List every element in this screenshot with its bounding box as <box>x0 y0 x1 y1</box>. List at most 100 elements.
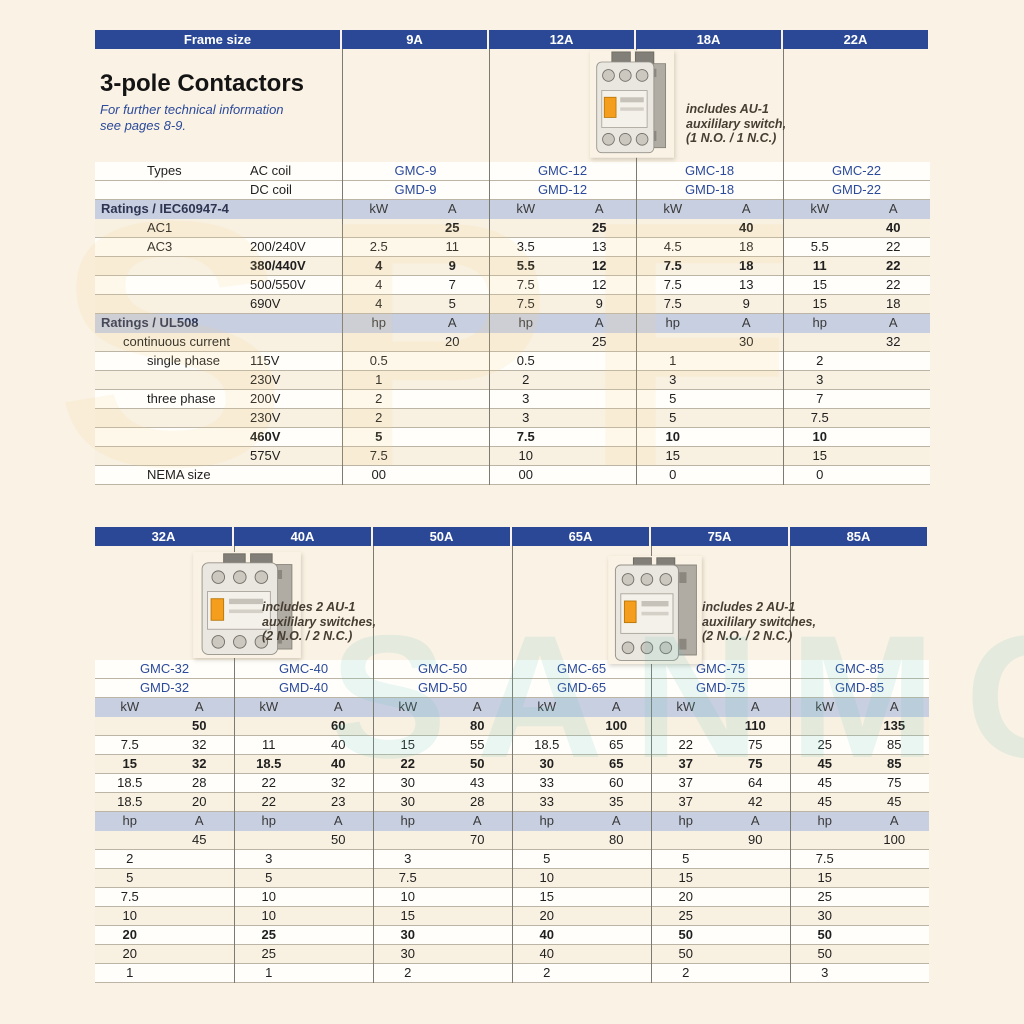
row-label <box>95 181 232 199</box>
cell-value: 1 <box>375 372 383 387</box>
cell-value: 18.5 <box>256 756 282 771</box>
unit-label: hp <box>678 813 693 828</box>
cell-value <box>790 717 860 735</box>
cell-value: 5 <box>669 391 677 406</box>
cell-value <box>416 352 490 370</box>
model-name: GMD-40 <box>278 680 329 695</box>
model-name: GMD-32 <box>139 680 190 695</box>
cell-value <box>165 888 235 906</box>
cell-value: 45 <box>817 756 832 771</box>
unit-label: A <box>888 315 898 330</box>
cell-value: 5 <box>126 870 134 885</box>
model-name: GMD-50 <box>417 680 468 695</box>
model-name: GMC-50 <box>417 661 468 676</box>
cell-value <box>165 926 235 944</box>
unit-label: A <box>447 201 457 216</box>
cell-value <box>563 352 637 370</box>
cell-value <box>342 219 416 237</box>
cell-value: 3.5 <box>516 239 535 254</box>
row-label <box>95 409 232 427</box>
cell-value <box>721 850 791 868</box>
cell-value <box>582 907 652 925</box>
row-label: 115V <box>250 353 280 368</box>
page-subtitle: For further technical information see pa… <box>100 102 284 133</box>
frame-size-header-cell: 22A <box>783 30 928 49</box>
cell-value: 30 <box>400 946 415 961</box>
model-name: GMD-75 <box>695 680 746 695</box>
cell-value <box>860 907 930 925</box>
model-name: GMC-85 <box>834 661 885 676</box>
cell-value: 40 <box>331 737 346 752</box>
cell-value: 7.5 <box>516 277 535 292</box>
cell-value <box>443 926 513 944</box>
unit-label: hp <box>518 315 533 330</box>
cell-value <box>582 888 652 906</box>
cell-value: 55 <box>470 737 485 752</box>
cell-value: 50 <box>192 718 207 733</box>
cell-value <box>721 869 791 887</box>
cell-value <box>710 352 784 370</box>
cell-value: 50 <box>678 946 693 961</box>
cell-value: 3 <box>816 372 824 387</box>
frame-size-header-cell: 50A <box>373 527 510 546</box>
cell-value <box>721 945 791 963</box>
row-label: DC coil <box>250 182 292 197</box>
cell-value <box>651 831 721 849</box>
table-body: Types AC coil GMC-9 GMC-12 GMC-18 GMC-22 DC co… <box>95 162 930 485</box>
table-row: 575V 7.5 10 15 15 <box>95 447 930 466</box>
cell-value <box>416 409 490 427</box>
table-row: 230V 2 3 5 7.5 <box>95 409 930 428</box>
cell-value: 10 <box>122 908 137 923</box>
frame-size-header-cell: 65A <box>512 527 649 546</box>
cell-value <box>563 428 637 446</box>
frame-size-header-cell: 75A <box>651 527 788 546</box>
unit-label: hp <box>261 813 276 828</box>
cell-value: 37 <box>678 756 693 771</box>
cell-value: 40 <box>331 756 346 771</box>
cell-value: 45 <box>817 775 832 790</box>
cell-value: 30 <box>539 756 554 771</box>
model-name: GMC-40 <box>278 661 329 676</box>
cell-value: 75 <box>748 737 763 752</box>
cell-value <box>165 850 235 868</box>
cell-value: 80 <box>470 718 485 733</box>
row-label <box>232 219 342 237</box>
cell-value: 85 <box>887 756 902 771</box>
cell-value: 30 <box>817 908 832 923</box>
cell-value: 18 <box>739 239 754 254</box>
cell-value <box>857 428 931 446</box>
cell-value <box>636 333 710 351</box>
column-divider <box>790 546 791 983</box>
row-label: NEMA size <box>147 467 211 482</box>
cell-value: 20 <box>539 908 554 923</box>
cell-value: 32 <box>331 775 346 790</box>
cell-value <box>443 869 513 887</box>
cell-value: 70 <box>470 832 485 847</box>
cell-value <box>721 888 791 906</box>
row-label: 230V <box>250 410 281 425</box>
cell-value <box>165 964 235 982</box>
table-row: 380/440V 4 9 5.5 12 7.5 18 11 22 <box>95 257 930 276</box>
cell-value: 50 <box>470 756 485 771</box>
unit-label: kW <box>815 699 835 714</box>
unit-label: A <box>741 315 751 330</box>
cell-value: 7 <box>448 277 456 292</box>
cell-value: 12 <box>592 258 607 273</box>
cell-value: 7.5 <box>120 737 139 752</box>
row-label: 690V <box>250 296 281 311</box>
cell-value <box>416 371 490 389</box>
cell-value <box>304 964 374 982</box>
cell-value: 10 <box>539 870 554 885</box>
cell-value <box>234 717 304 735</box>
cell-value: 2 <box>404 965 412 980</box>
cell-value: 9 <box>742 296 750 311</box>
cell-value <box>783 333 857 351</box>
unit-label: hp <box>817 813 832 828</box>
row-label: 380/440V <box>250 258 306 273</box>
cell-value <box>165 869 235 887</box>
cell-value: 15 <box>817 870 832 885</box>
cell-value: 11 <box>445 239 460 254</box>
cell-value: 50 <box>817 946 832 961</box>
cell-value: 75 <box>887 775 902 790</box>
cell-value <box>443 964 513 982</box>
